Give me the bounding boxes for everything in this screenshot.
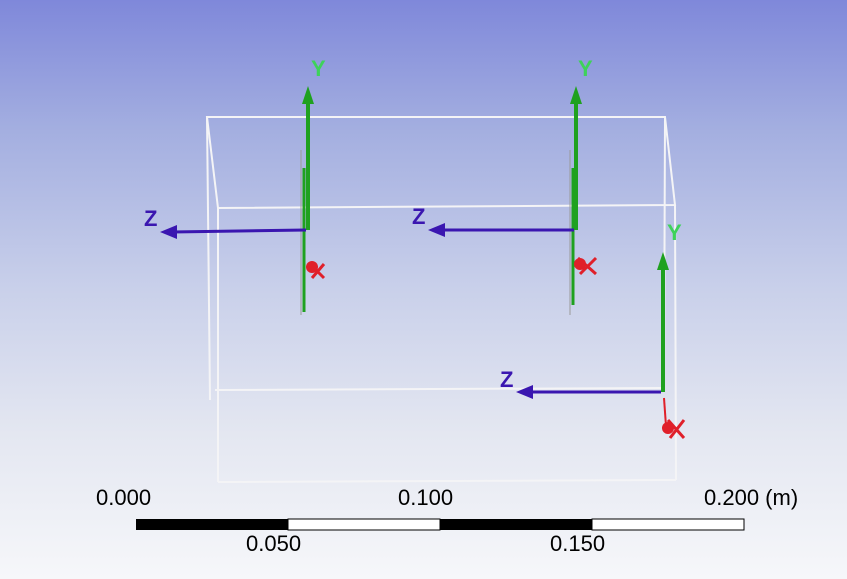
scale-label-050: 0.050	[246, 531, 302, 556]
scale-bar	[136, 518, 745, 531]
scale-label-200: 0.200 (m)	[704, 485, 799, 510]
z-axis-label: Z	[144, 206, 157, 231]
y-axis-label: Y	[667, 220, 682, 245]
z-axis-label: Z	[500, 367, 513, 392]
coordinate-system-2[interactable]: Y Z	[412, 56, 598, 315]
scale-label-100: 0.100	[398, 485, 454, 510]
z-axis-label: Z	[412, 204, 425, 229]
bounding-box	[205, 116, 677, 483]
scale-label-0: 0.000	[96, 485, 152, 510]
scale-label-150: 0.150	[550, 531, 606, 556]
coordinate-system-1[interactable]: Y Z	[144, 56, 326, 315]
y-axis-label: Y	[578, 56, 593, 81]
coordinate-system-3[interactable]: Y Z	[500, 220, 686, 439]
y-axis-label: Y	[311, 56, 326, 81]
